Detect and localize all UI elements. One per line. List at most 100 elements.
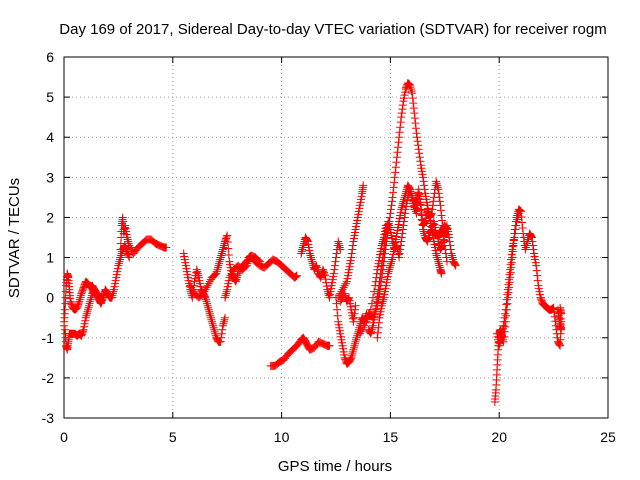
data-point bbox=[418, 220, 427, 229]
data-point bbox=[371, 309, 380, 318]
data-point bbox=[357, 327, 366, 336]
data-point bbox=[371, 277, 380, 286]
data-point bbox=[396, 245, 405, 254]
data-point bbox=[205, 307, 214, 316]
data-point bbox=[373, 328, 382, 337]
data-point bbox=[343, 295, 352, 304]
data-point bbox=[206, 311, 215, 320]
x-tick-label: 5 bbox=[169, 429, 177, 445]
data-point bbox=[506, 260, 515, 269]
data-point bbox=[423, 235, 432, 244]
data-point bbox=[434, 257, 443, 266]
data-point bbox=[378, 299, 387, 308]
data-point bbox=[335, 243, 344, 252]
data-point bbox=[332, 253, 340, 262]
data-point bbox=[437, 243, 446, 252]
data-point bbox=[305, 249, 314, 258]
data-point bbox=[84, 303, 93, 312]
data-point bbox=[428, 205, 437, 214]
data-point bbox=[388, 255, 397, 264]
x-tick-label: 20 bbox=[491, 429, 507, 445]
data-point bbox=[322, 282, 331, 291]
data-point bbox=[410, 203, 419, 212]
data-point bbox=[308, 257, 317, 266]
data-point bbox=[123, 235, 132, 244]
data-point bbox=[505, 270, 514, 279]
data-point bbox=[324, 291, 333, 300]
data-point bbox=[219, 319, 228, 328]
data-point bbox=[502, 295, 511, 304]
data-point bbox=[213, 263, 222, 272]
data-point bbox=[351, 305, 360, 314]
data-point bbox=[206, 313, 215, 322]
data-point bbox=[532, 266, 541, 275]
data-point bbox=[405, 185, 414, 194]
data-point bbox=[500, 313, 509, 322]
data-point bbox=[433, 253, 442, 262]
data-point bbox=[507, 250, 516, 259]
data-point bbox=[341, 279, 350, 288]
data-point bbox=[555, 339, 564, 348]
data-point bbox=[297, 247, 306, 256]
data-point bbox=[334, 239, 343, 248]
data-point bbox=[348, 241, 357, 250]
data-point bbox=[512, 217, 521, 226]
data-point bbox=[513, 215, 522, 224]
data-point bbox=[323, 285, 332, 294]
data-point bbox=[202, 283, 211, 292]
data-point bbox=[438, 242, 447, 251]
data-point bbox=[373, 333, 382, 342]
data-point bbox=[415, 195, 424, 204]
data-point bbox=[218, 321, 227, 330]
data-point bbox=[188, 285, 197, 294]
data-point bbox=[340, 281, 349, 290]
data-point bbox=[207, 315, 216, 324]
data-point bbox=[217, 333, 226, 342]
data-point bbox=[503, 290, 512, 299]
data-point bbox=[397, 237, 406, 246]
data-points bbox=[60, 79, 566, 406]
data-point bbox=[212, 269, 221, 278]
data-point bbox=[549, 304, 558, 313]
data-point bbox=[432, 249, 441, 258]
data-point bbox=[359, 181, 368, 190]
data-point bbox=[352, 335, 361, 344]
data-point bbox=[223, 238, 232, 247]
data-point bbox=[81, 313, 90, 322]
data-point bbox=[528, 241, 537, 250]
data-point bbox=[367, 299, 376, 308]
data-point bbox=[203, 301, 212, 310]
data-point bbox=[330, 261, 339, 270]
data-point bbox=[307, 255, 316, 264]
data-point bbox=[85, 301, 94, 310]
data-point bbox=[107, 293, 116, 302]
data-point bbox=[398, 225, 407, 234]
data-point bbox=[225, 273, 234, 282]
data-point bbox=[417, 210, 426, 219]
data-point bbox=[347, 351, 356, 360]
plot-frame bbox=[63, 56, 609, 419]
data-point bbox=[347, 353, 356, 362]
data-point bbox=[513, 213, 522, 222]
data-point bbox=[194, 271, 203, 280]
data-point bbox=[75, 297, 84, 306]
data-point bbox=[435, 193, 444, 202]
data-point bbox=[514, 209, 523, 218]
data-point bbox=[400, 195, 408, 204]
data-point bbox=[83, 307, 92, 316]
data-point bbox=[392, 158, 401, 167]
data-point bbox=[440, 229, 449, 238]
data-point bbox=[518, 218, 527, 227]
data-point bbox=[210, 327, 219, 336]
data-point bbox=[399, 221, 408, 230]
data-point bbox=[407, 85, 416, 94]
data-point bbox=[292, 272, 301, 281]
data-point bbox=[243, 257, 252, 266]
data-point bbox=[306, 253, 315, 262]
data-point bbox=[446, 241, 455, 250]
data-point bbox=[232, 273, 241, 282]
data-point bbox=[416, 200, 425, 209]
data-point bbox=[377, 301, 386, 310]
data-point bbox=[202, 297, 211, 306]
data-point bbox=[433, 255, 442, 264]
